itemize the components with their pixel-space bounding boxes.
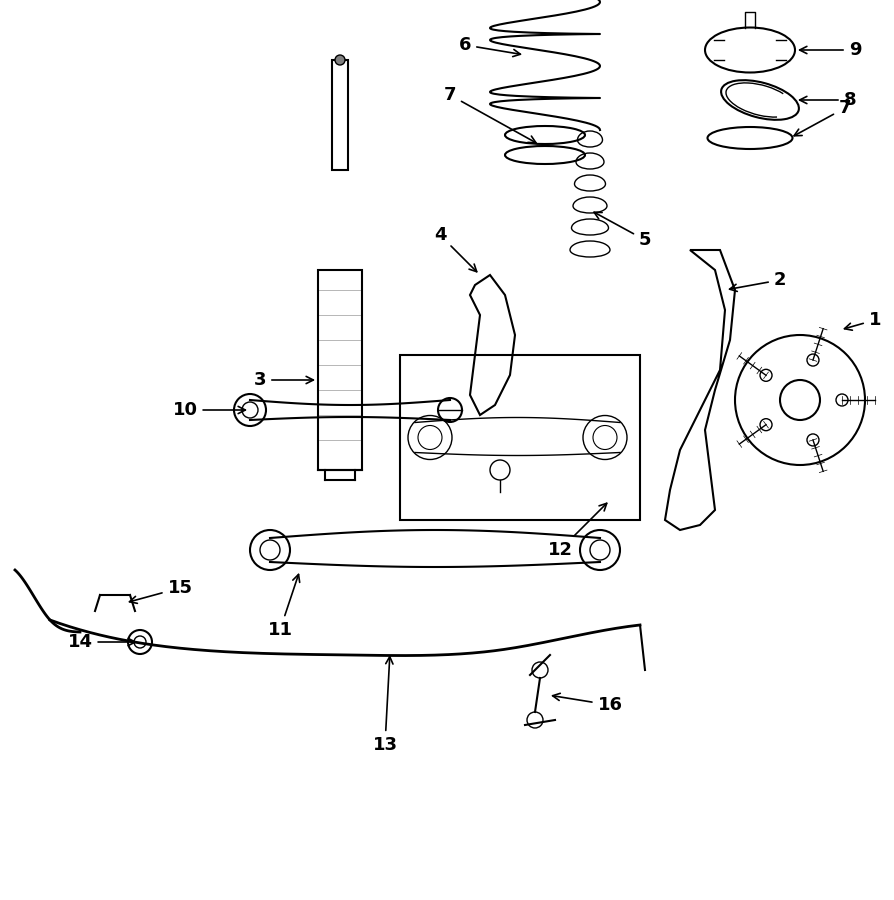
Text: 1: 1 (844, 311, 881, 330)
Text: 8: 8 (798, 91, 856, 109)
Circle shape (334, 55, 344, 65)
Text: 3: 3 (254, 371, 313, 389)
Text: 15: 15 (130, 579, 192, 603)
Text: 2: 2 (729, 271, 785, 292)
Bar (400, 355, 639, 520)
Text: 5: 5 (594, 212, 651, 249)
Text: 11: 11 (267, 574, 299, 639)
Text: 7: 7 (793, 99, 850, 136)
Text: 9: 9 (798, 41, 860, 59)
Text: 13: 13 (372, 657, 397, 754)
Bar (317, 270, 361, 470)
Text: 12: 12 (547, 503, 606, 559)
Bar (332, 60, 348, 170)
Text: 16: 16 (552, 693, 622, 714)
Text: 14: 14 (67, 633, 135, 651)
Text: 7: 7 (443, 86, 536, 143)
Text: 4: 4 (434, 226, 477, 272)
Text: 10: 10 (173, 401, 245, 419)
Text: 6: 6 (459, 36, 519, 57)
